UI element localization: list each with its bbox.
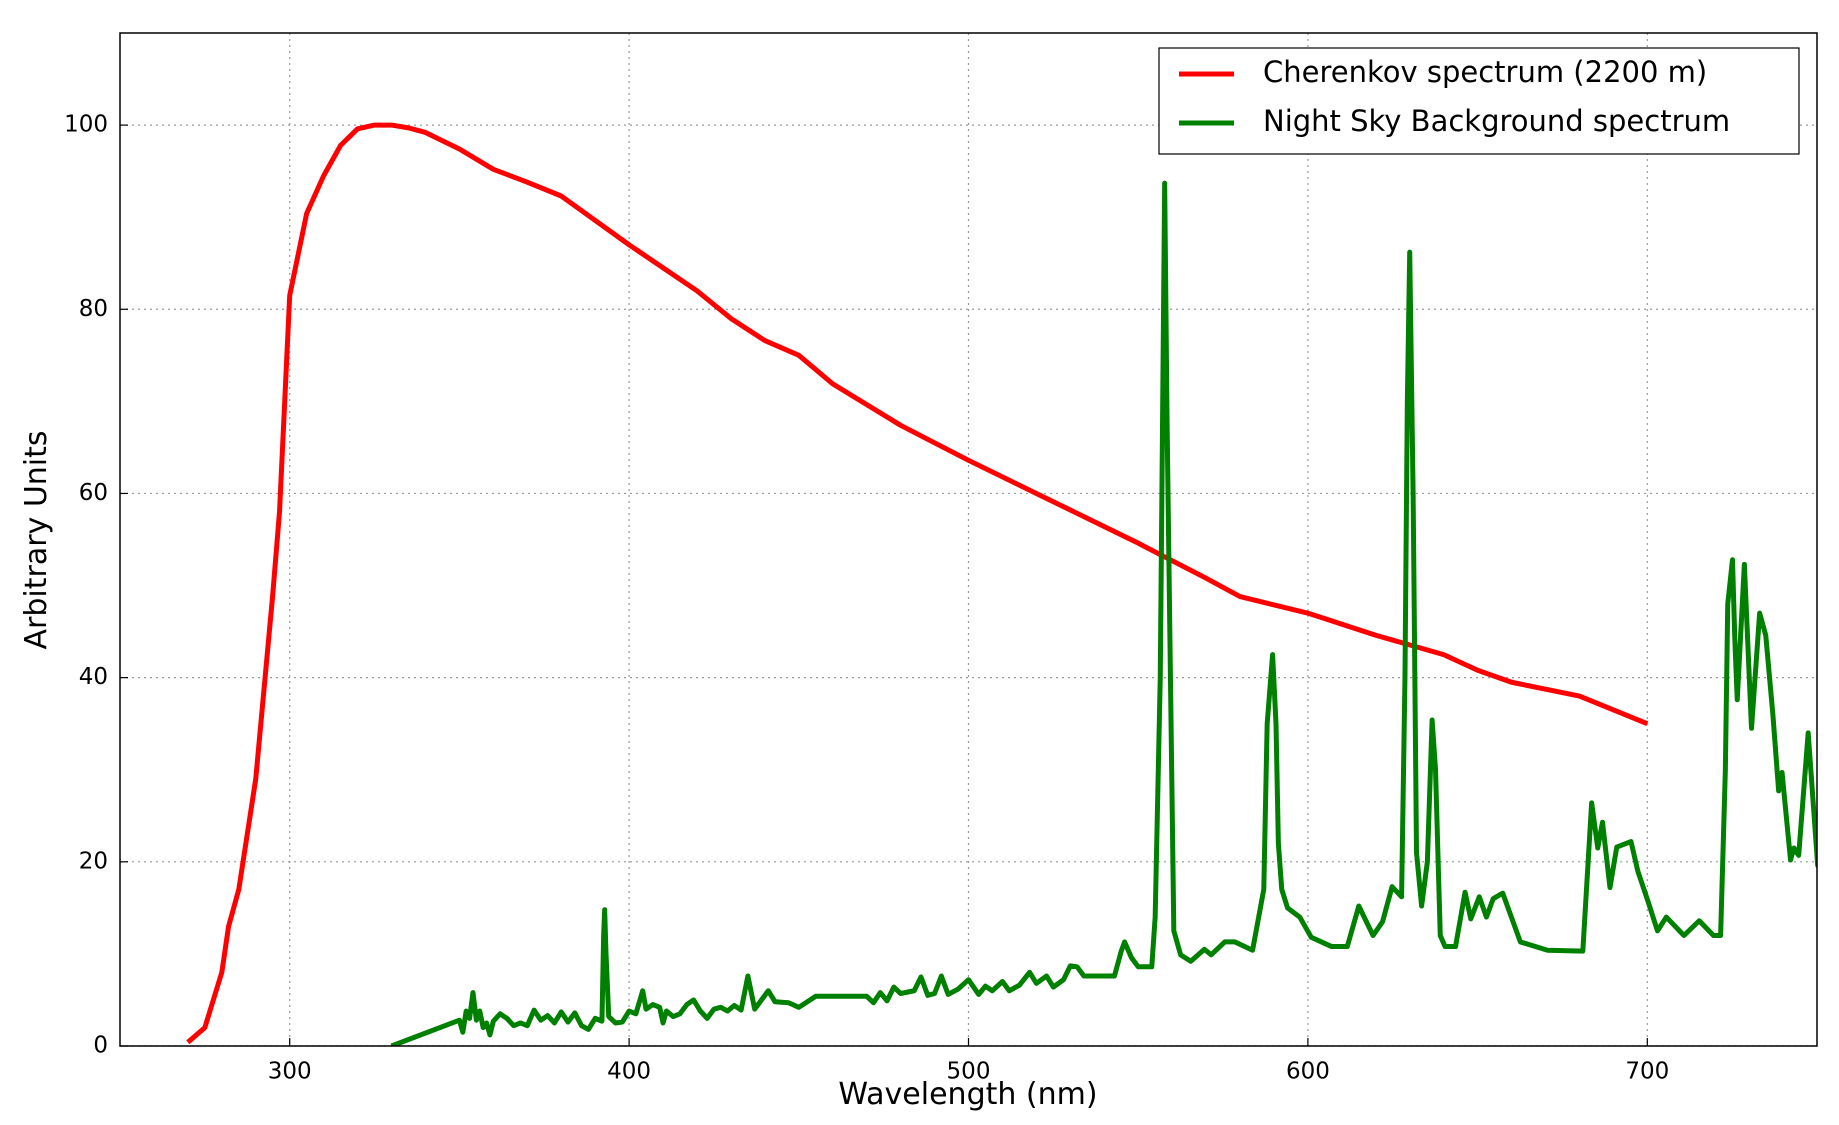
- y-tick-label: 20: [79, 848, 108, 874]
- legend: Cherenkov spectrum (2200 m) Night Sky Bac…: [1158, 47, 1800, 155]
- x-tick-label: 700: [1625, 1059, 1669, 1085]
- series-line: [186, 122, 1649, 1045]
- y-tick-label: 0: [93, 1033, 108, 1059]
- legend-label: Night Sky Background spectrum: [1263, 104, 1730, 138]
- y-axis-label: Arbitrary Units: [19, 430, 54, 649]
- legend-box: [1158, 47, 1800, 155]
- x-axis-label: Wavelength (nm): [838, 1077, 1097, 1112]
- x-tick-label: 300: [268, 1059, 312, 1085]
- x-tick-label: 600: [1286, 1059, 1330, 1085]
- y-tick-label: 40: [79, 664, 108, 690]
- x-tick-label: 500: [947, 1059, 991, 1085]
- x-tick-label: 400: [607, 1059, 651, 1085]
- legend-label: Cherenkov spectrum (2200 m): [1263, 55, 1707, 89]
- ticks: 300 400 500 600 700 0 20 40 60 80 100: [64, 112, 1669, 1085]
- y-tick-label: 100: [64, 112, 108, 138]
- y-tick-label: 60: [79, 480, 108, 506]
- y-tick-label: 80: [79, 296, 108, 322]
- series-line: [390, 180, 1817, 1046]
- grid: [120, 33, 1817, 1047]
- plot-lines: [186, 122, 1817, 1046]
